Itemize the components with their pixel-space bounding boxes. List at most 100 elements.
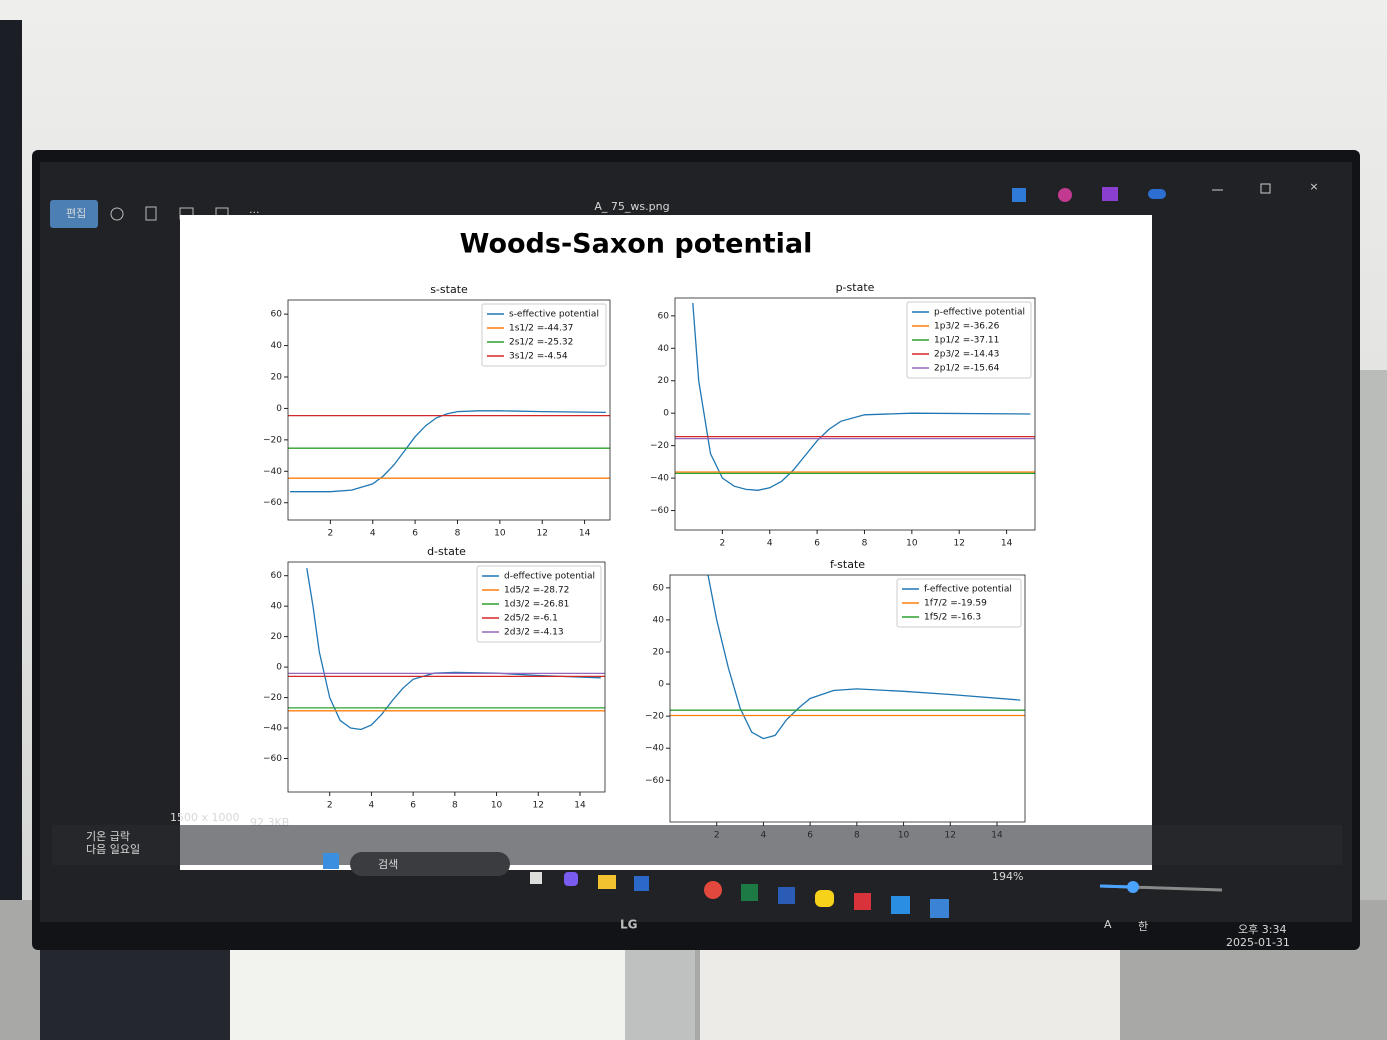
taskbar-app[interactable] [741,884,758,901]
series-line [306,567,601,731]
legend-box [481,303,607,367]
y-tick-label: −20 [263,435,282,445]
rotate-button[interactable] [110,207,124,221]
x-tick-label: 6 [410,801,416,811]
dimensions: 1500 x 1000 [170,811,240,824]
taskbar-app[interactable] [704,881,722,899]
legend-label: 1f5/2 =-16.3 [924,613,981,623]
y-tick-label: 0 [663,409,669,419]
taskbar-app[interactable] [778,887,795,904]
taskbar-app[interactable] [598,875,616,889]
edit-label[interactable]: 편집 [66,207,86,220]
axes-frame [674,297,1036,531]
x-tick-label: 4 [767,539,773,549]
subplot-title: p-state [836,281,875,294]
brand: LG [620,918,638,932]
zoom-level[interactable]: 194% [992,870,1023,883]
taskbar-app[interactable] [854,893,871,910]
more-button[interactable]: ··· [249,206,260,219]
legend-label: 1f7/2 =-19.59 [924,599,987,609]
y-tick-label: −20 [263,693,282,703]
y-tick-label: 40 [271,602,283,612]
legend-label: 1p1/2 =-37.11 [934,336,999,346]
taskbar-app[interactable] [564,872,578,886]
y-tick-label: 0 [276,663,282,673]
search-box[interactable] [350,852,510,876]
legend-label: 2p1/2 =-15.64 [934,364,1000,374]
x-tick-label: 8 [862,539,868,549]
close-button[interactable]: × [1309,180,1318,193]
weather[interactable]: 기온 급락 [86,830,130,843]
zoom-thumb[interactable] [1127,881,1139,893]
edit-button[interactable] [50,200,98,228]
subplot-title: s-state [430,283,468,296]
y-tick-label: 20 [271,632,283,642]
taskbar-app[interactable] [815,890,834,907]
papers [700,935,1120,1040]
legend-label: 1d3/2 =-26.81 [504,600,569,610]
x-tick-label: 6 [814,539,820,549]
start-button[interactable] [323,853,339,869]
x-tick-label: 4 [369,801,375,811]
taskbar-app[interactable] [891,896,910,914]
y-tick-label: −60 [650,506,669,516]
series-line [692,302,1031,491]
x-tick-label: 10 [494,529,506,539]
weather[interactable]: 다음 일요일 [86,842,140,856]
taskbar [52,825,1342,865]
y-tick-label: −40 [650,474,669,484]
x-tick-label: 10 [906,539,918,549]
clock-date[interactable]: 2025-01-31 [1226,936,1290,949]
y-tick-label: 60 [271,571,283,581]
app-icon[interactable] [1058,188,1072,202]
taskbar-app[interactable] [634,876,649,891]
x-tick-label: 14 [1001,539,1013,549]
clock-time[interactable]: 오후 3:34 [1238,923,1286,936]
x-tick-label: 8 [455,529,461,539]
search-label[interactable]: 검색 [378,858,398,871]
y-tick-label: −40 [263,724,282,734]
monitor-stand [625,940,695,1040]
taskbar-app[interactable] [930,899,949,918]
app-icon[interactable] [1102,187,1118,201]
legend-label: 3s1/2 =-4.54 [509,352,568,362]
series-line [290,410,606,493]
y-tick-label: −20 [645,712,664,722]
legend-label: 2d3/2 =-4.13 [504,628,564,638]
legend-label: 1p3/2 =-36.26 [934,322,1000,332]
legend-label: 1s1/2 =-44.37 [509,324,573,334]
taskbar-app[interactable] [530,872,542,884]
y-tick-label: −60 [263,498,282,508]
ime-indicator[interactable]: A [1104,918,1112,931]
legend-label: 2d5/2 =-6.1 [504,614,558,624]
y-tick-label: −60 [645,776,664,786]
onedrive-icon[interactable] [1148,189,1166,199]
x-tick-label: 14 [574,801,586,811]
y-tick-label: −60 [263,754,282,764]
y-tick-label: 60 [653,583,665,593]
legend-label: p-effective potential [934,308,1025,318]
x-tick-label: 6 [412,529,418,539]
legend-label: f-effective potential [924,585,1012,595]
legend-box [906,301,1032,379]
x-tick-label: 4 [370,529,376,539]
x-tick-label: 2 [328,529,334,539]
suptitle: Woods-Saxon potential [460,229,813,260]
legend-label: 1d5/2 =-28.72 [504,586,569,596]
app-icon[interactable] [1012,188,1026,202]
legend-label: 2s1/2 =-25.32 [509,338,573,348]
x-tick-label: 12 [953,539,964,549]
file-name: A_ 75_ws.png [594,200,669,213]
subplot: p-state 2 4 6 8 10 12 14 −60 −40 −20 0 20 40 60 p-effec… [650,281,1036,549]
series-line [707,575,1021,740]
y-tick-label: 20 [271,373,283,383]
axes-frame [287,561,606,793]
delete-button[interactable] [145,206,157,221]
x-tick-label: 10 [491,801,503,811]
x-tick-label: 14 [579,529,591,539]
y-tick-label: 60 [658,311,670,321]
subplot-title: d-state [427,545,466,558]
legend-box [896,578,1022,628]
restore-button[interactable] [1260,183,1271,194]
ime-indicator[interactable]: 한 [1138,920,1148,933]
